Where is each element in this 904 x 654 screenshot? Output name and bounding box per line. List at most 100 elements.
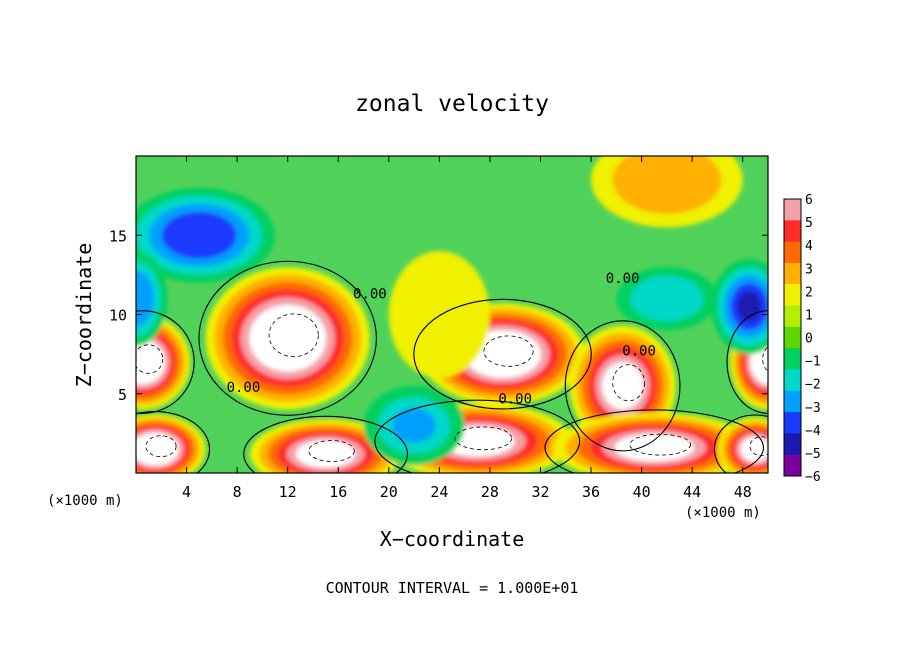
colorbar-swatch (784, 305, 801, 328)
field-shell (136, 349, 155, 375)
x-tick-label: 20 (380, 483, 398, 501)
colorbar-swatch (784, 220, 801, 243)
zero-contour (136, 310, 195, 414)
velocity-field (136, 156, 768, 473)
positive-velocity-region (591, 156, 743, 228)
positive-velocity-region (136, 414, 206, 473)
zero-contour (413, 298, 592, 410)
inner-contour (629, 433, 691, 456)
colorbar-tick-label: −6 (805, 470, 821, 485)
x-unit-right: (×1000 m) (685, 505, 761, 521)
negative-velocity-region (136, 251, 168, 347)
zero-contour (243, 415, 409, 473)
chart-title: zonal velocity (355, 91, 549, 117)
contour-interval-note: CONTOUR INTERVAL = 1.000E+01 (326, 579, 579, 597)
zero-contour (564, 320, 681, 452)
colorbar-swatch (784, 284, 801, 307)
zero-contour (713, 414, 768, 473)
field-shell (481, 341, 524, 368)
negative-velocity-region (616, 266, 718, 331)
y-tick-label: 15 (109, 227, 127, 245)
plot-area (136, 156, 768, 473)
field-shell (608, 369, 638, 403)
x-tick-label: 48 (734, 483, 752, 501)
inner-contour (136, 344, 164, 374)
colorbar-swatch (784, 369, 801, 392)
colorbar-tick-label: 3 (805, 262, 813, 277)
x-unit-left: (×1000 m) (47, 493, 123, 509)
x-tick-label: 36 (582, 483, 600, 501)
colorbar-swatch (784, 199, 801, 221)
field-shell (644, 284, 689, 313)
colorbar-swatch (784, 262, 801, 285)
field-shell (736, 291, 762, 322)
colorbar-tick-label: −4 (805, 424, 821, 439)
colorbar-frame (783, 198, 802, 477)
zero-contour (374, 399, 581, 473)
contour-label: 0.00 (606, 271, 640, 287)
x-tick-label: 28 (481, 483, 499, 501)
positive-velocity-region (136, 314, 191, 410)
colorbar-tick-label: 4 (805, 239, 813, 254)
y-axis-label: Z−coordinate (72, 243, 96, 388)
colorbar-swatch (784, 326, 801, 349)
colorbar-tick-label: −5 (805, 447, 821, 462)
field-shell (266, 319, 309, 357)
colorbar-tick-label: −1 (805, 355, 821, 370)
colorbar-swatch (784, 241, 801, 264)
y-tick-label: 10 (109, 307, 127, 325)
positive-velocity-region (388, 251, 490, 378)
field-shell (392, 408, 436, 443)
inner-contour (749, 436, 768, 457)
negative-velocity-region (711, 259, 768, 355)
colorbar-tick-label: 1 (805, 308, 813, 323)
contour-label: 0.00 (622, 344, 656, 360)
contour-label: 0.00 (353, 287, 387, 303)
field-shell (305, 444, 347, 464)
x-tick-label: 44 (683, 483, 701, 501)
x-axis-label: X−coordinate (380, 527, 525, 551)
zero-contour (198, 260, 377, 416)
colorbar-tick-label: 0 (805, 332, 813, 347)
inner-contour (145, 435, 177, 458)
x-tick-label: 24 (430, 483, 448, 501)
colorbar-tick-label: −2 (805, 378, 821, 393)
colorbar-tick-label: 2 (805, 285, 813, 300)
colorbar-swatch (784, 390, 801, 413)
x-tick-label: 32 (531, 483, 549, 501)
x-axis: 4 8 12 16 20 24 28 32 36 40 44 48 (182, 156, 752, 501)
inner-contour (454, 426, 513, 451)
field-shell (142, 440, 168, 459)
y-tick-label: 5 (118, 386, 127, 404)
colorbar-tick-label: −3 (805, 401, 821, 416)
field-shell (410, 278, 469, 351)
positive-velocity-region (205, 266, 370, 410)
x-tick-label: 8 (233, 483, 242, 501)
colorbar-swatch (784, 433, 801, 456)
field-shell (634, 159, 700, 201)
field-shell (174, 220, 224, 251)
inner-contour (483, 335, 534, 367)
contour-label: 0.00 (498, 391, 532, 407)
colorbar-swatch (784, 454, 801, 477)
x-tick-label: 40 (633, 483, 651, 501)
inner-contour (268, 313, 319, 358)
field-shell (136, 281, 148, 316)
positive-velocity-region (553, 412, 756, 473)
inner-contour (612, 364, 645, 402)
contour-label: 0.00 (227, 380, 261, 396)
contour-lines (136, 260, 768, 473)
zero-contour (136, 411, 211, 473)
negative-velocity-region (136, 187, 276, 283)
zero-contour (544, 409, 764, 473)
x-tick-label: 12 (279, 483, 297, 501)
colorbar-tick-label: 5 (805, 216, 813, 231)
colorbar-swatch (784, 412, 801, 434)
colorbar-tick-label: 6 (805, 193, 813, 208)
colorbar: 6 5 4 3 2 1 0 −1 −2 −3 −4 −5 −6 (783, 193, 821, 485)
negative-velocity-region (363, 385, 465, 466)
y-axis: 5 10 15 (109, 227, 768, 404)
field-shell (626, 438, 682, 458)
x-tick-label: 16 (329, 483, 347, 501)
